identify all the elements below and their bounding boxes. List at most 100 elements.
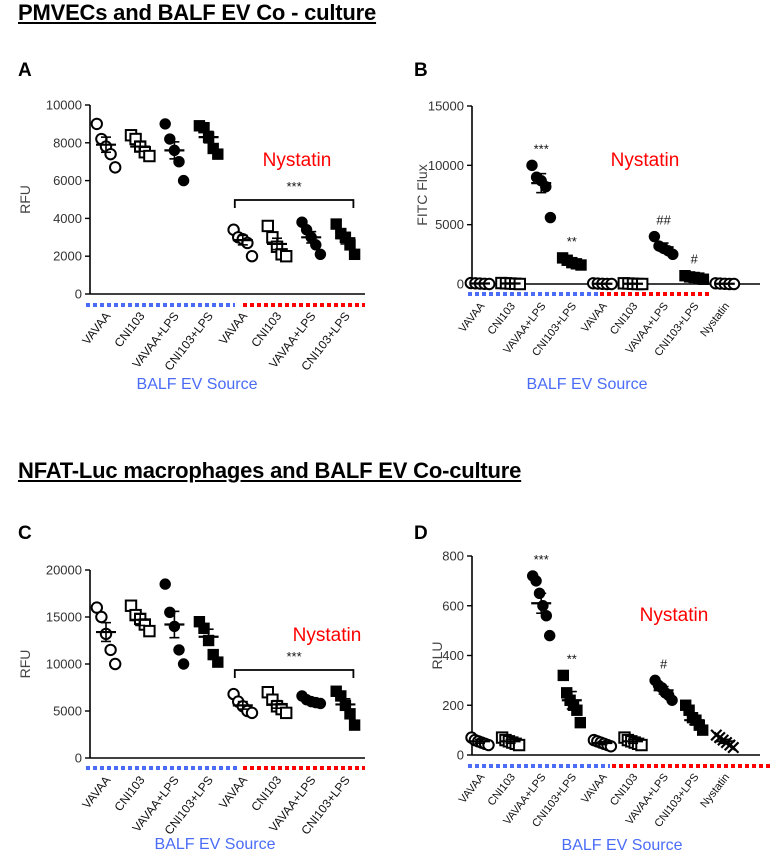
panel-b-data-point [667,248,679,261]
panel-d-y-tick-label: 0 [457,748,464,763]
panel-c-y-tick-label: 0 [75,751,82,766]
panel-b-significance-label: # [691,252,699,267]
panel-a-data-point [261,219,275,233]
panel-d-category-label: CNI103 [486,771,518,808]
panel-d-data-point [482,738,495,752]
panel-b-y-tick-label: 10000 [428,158,464,173]
panel-d-data-point [571,704,583,716]
section-title-top: PMVECs and BALF EV Co - culture [18,0,377,25]
panel-b-y-tick-label: 5000 [435,217,464,232]
panel-a-data-point [314,248,327,261]
panel-d-y-axis-label: RLU [429,641,445,669]
panel-d-data-point [512,738,526,752]
panel-a-data-point [245,250,259,263]
section-title-bottom: NFAT-Luc macrophages and BALF EV Co-cult… [18,458,522,483]
panel-label-a: A [18,60,32,81]
panel-a-data-point [177,174,190,187]
panel-d-data-point [530,575,542,587]
panel-a-data-point [159,118,171,130]
panel-a-data-point [90,117,104,131]
panel-c-data-point [245,706,259,720]
panel-b-y-axis-label: FITC Flux [414,164,430,225]
panel-c-data-point [212,656,224,668]
panel-d-data-point [635,738,648,752]
panel-c-category-label: CNI103 [248,773,284,814]
panel-c-y-axis-label: RFU [17,650,33,679]
panel-a-y-axis-label: RFU [17,185,33,214]
panel-c-significance-bracket [233,669,355,678]
panel-d-significance-label: ** [567,651,577,666]
panel-c-data-point [104,643,117,657]
panel-c-category-label: VAVAA [216,773,250,811]
panel-a-y-tick-label: 10000 [46,98,82,113]
panel-b-data-point [526,159,538,172]
panel-label-d: D [414,523,428,544]
panel-d-significance-label: # [660,656,668,671]
panel-b-data-point [544,211,557,224]
panel-a-source-label: BALF EV Source [137,376,258,393]
panel-d-category-label: Nystatin [698,771,732,810]
panel-d-category-label: VAVAA [457,771,488,806]
panel-d-source-label: BALF EV Source [562,837,683,854]
panel-c-y-tick-label: 10000 [46,657,82,672]
panel-c-data-point [335,690,347,702]
panel-a-y-tick-label: 4000 [53,211,82,226]
panel-d-data-point [574,716,586,729]
panel-a-data-point [212,148,224,160]
panel-a-significance-label: *** [287,179,302,194]
panel-b-data-point [575,259,587,271]
panel-a-data-point [173,156,185,168]
panel-b-significance-label: ## [656,213,671,228]
panel-c-y-tick-label: 15000 [46,610,82,625]
panel-b-data-point [648,230,661,243]
panel-a-y-tick-label: 8000 [53,135,82,150]
panel-c-data-point [280,706,293,720]
panel-d-data-point [697,724,709,736]
panel-c-y-tick-label: 20000 [46,563,82,578]
panel-c-source-label: BALF EV Source [155,836,276,853]
panel-a-data-point [280,250,293,263]
panel-b-category-label: CNI103 [486,300,518,337]
panel-d-category-label: VAVAA [579,771,610,806]
panel-a-data-point [344,239,356,251]
panel-b-category-label: VAVAA [579,300,610,335]
panel-c-category-label: CNI103 [111,773,147,814]
panel-d-data-point [540,610,552,622]
panel-a-significance-bracket [233,199,355,208]
panel-c-data-point [143,624,156,638]
panel-b-source-label: BALF EV Source [527,376,648,393]
panel-a-data-point [109,161,122,174]
panel-a-data-point [164,133,176,145]
panel-a-category-label: VAVAA [79,309,113,347]
panel-a-y-tick-label: 2000 [53,249,82,264]
panel-b-data-point [697,273,710,285]
panel-d-nystatin-label: Nystatin [640,605,709,626]
panel-a-data-point [143,149,156,163]
panel-a-data-point [310,239,322,251]
panel-a-data-point [330,218,342,230]
panel-label-c: C [18,523,32,544]
panel-d-data-point [537,600,549,612]
panel-a-category-label: CNI103 [111,309,147,350]
panel-c-data-point [173,644,185,656]
panel-c-data-point [159,578,171,590]
panel-label-b: B [414,60,428,81]
panel-a-category-label: CNI103 [248,309,284,350]
panel-b-significance-label: *** [534,141,549,156]
panel-d-y-tick-label: 800 [442,549,464,564]
panel-c-data-point [95,610,108,624]
panel-c-y-tick-label: 5000 [53,704,82,719]
panel-d-data-point [727,741,740,754]
panel-b-y-tick-label: 0 [457,277,464,292]
panel-d-data-point [544,629,556,642]
panel-d-y-tick-label: 400 [442,648,464,663]
panel-c-data-point [90,601,104,614]
panel-b-nystatin-label: Nystatin [611,150,680,171]
panel-a-nystatin-label: Nystatin [263,150,332,171]
panel-d-data-point [557,669,569,682]
panel-a-data-point [104,147,117,161]
panel-a-y-tick-label: 6000 [53,173,82,188]
panel-d-data-point [666,694,678,706]
panel-c-nystatin-label: Nystatin [293,625,362,646]
